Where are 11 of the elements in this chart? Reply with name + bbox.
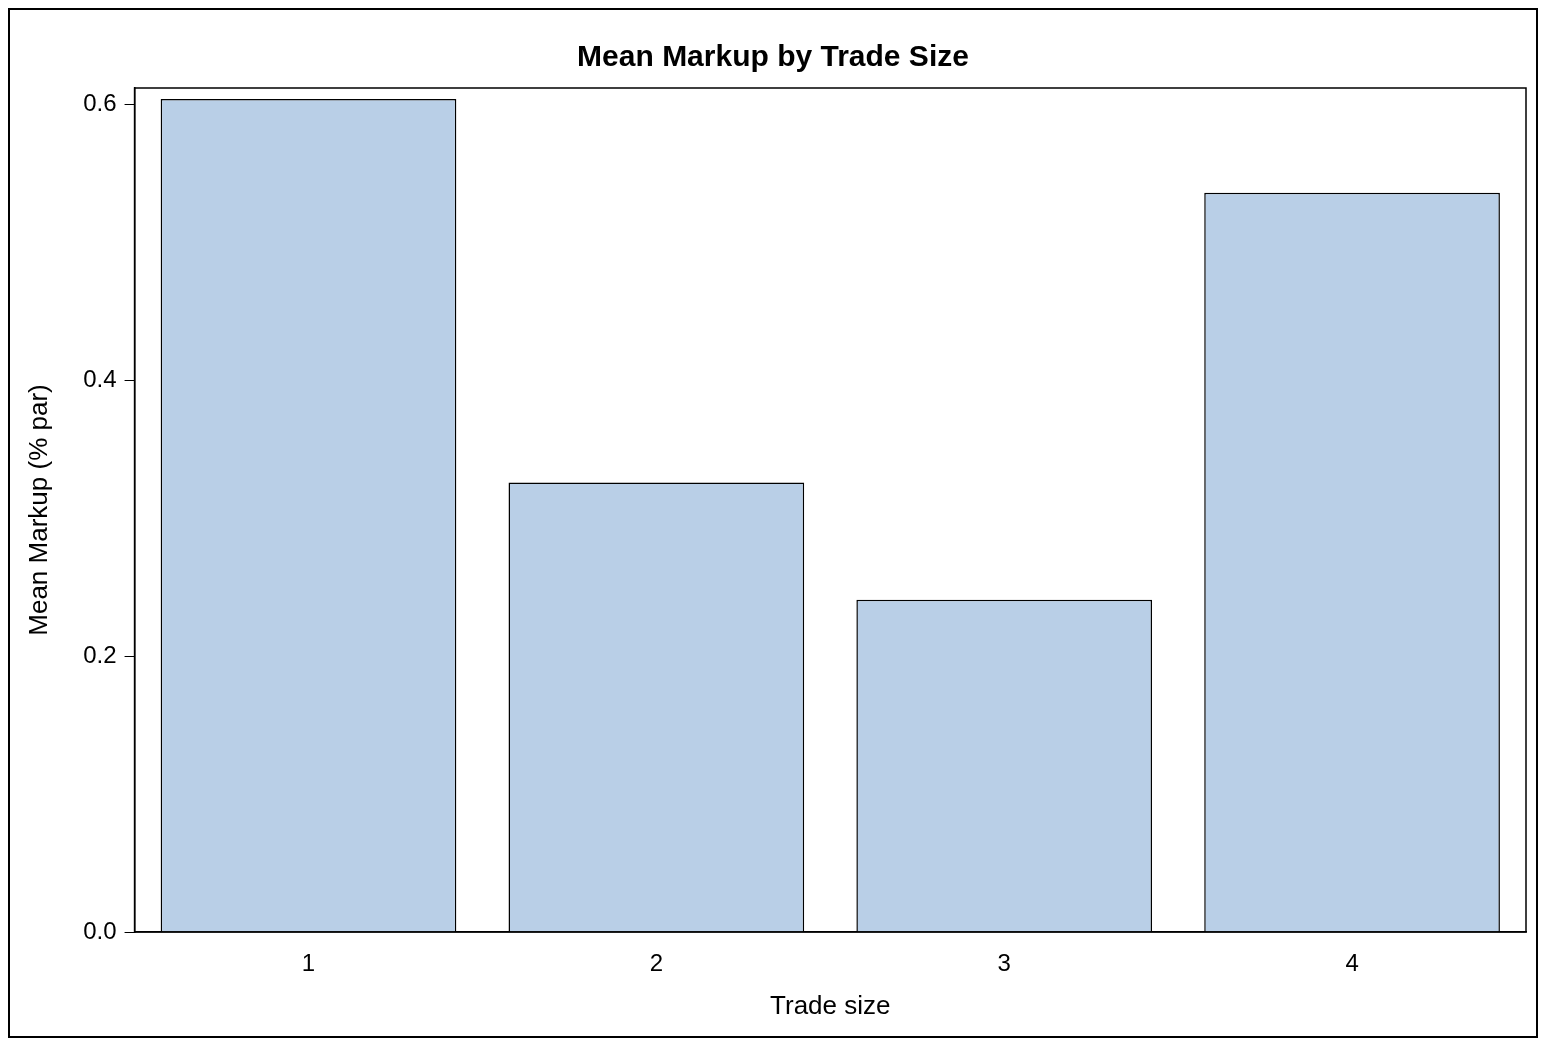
x-tick-label: 3 (997, 949, 1011, 977)
chart-title: Mean Markup by Trade Size (577, 39, 969, 73)
x-tick-label: 2 (649, 949, 664, 977)
x-axis-title: Trade size (770, 989, 891, 1020)
y-tick-label: 0.2 (83, 640, 117, 668)
y-tick-label: 0.0 (83, 916, 117, 944)
y-tick-label: 0.6 (83, 89, 117, 117)
y-axis-title: Mean Markup (% par) (22, 384, 53, 636)
y-tick-label: 0.4 (83, 364, 117, 392)
x-tick-label: 1 (301, 949, 316, 977)
x-tick-label: 4 (1345, 949, 1359, 977)
